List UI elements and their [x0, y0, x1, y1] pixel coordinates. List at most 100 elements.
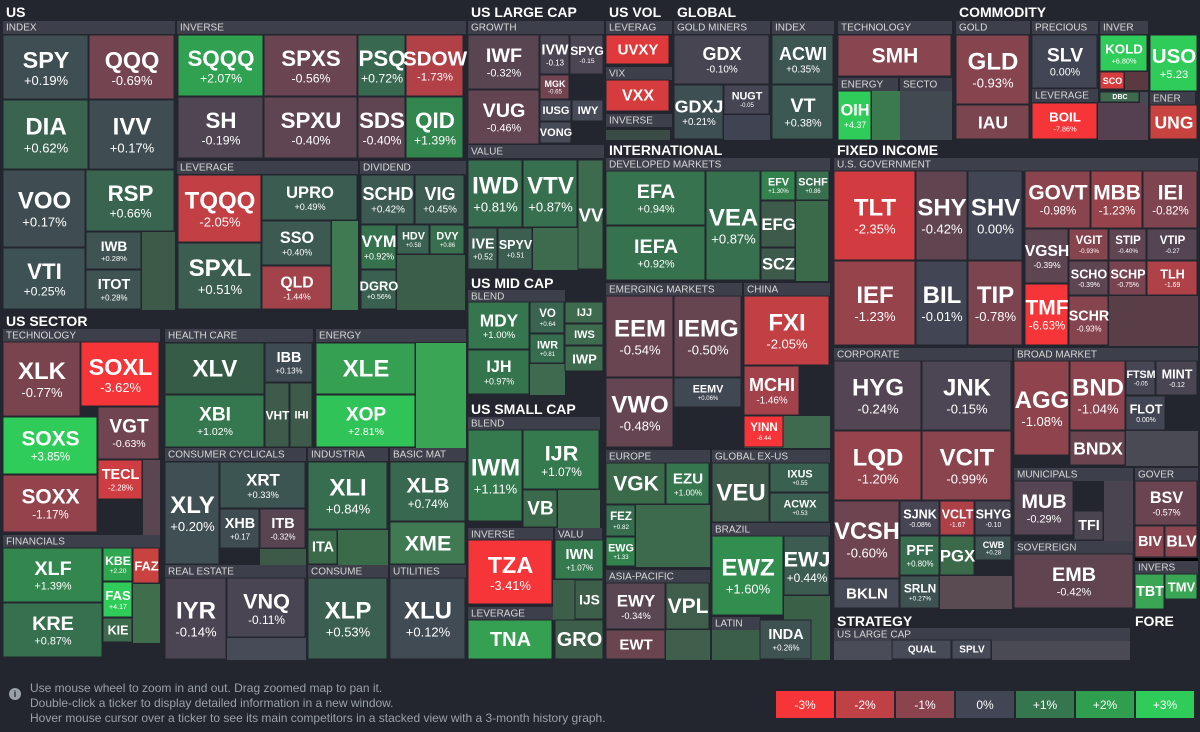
- section-label: EMERGING MARKETS: [609, 285, 715, 296]
- ticker-symbol: TLT: [854, 195, 897, 222]
- group-header-bar: [834, 140, 1198, 158]
- ticker-change: +0.21%: [682, 117, 716, 128]
- ticker-tile: [723, 84, 770, 115]
- ticker-symbol: EWT: [619, 637, 652, 654]
- ticker-tile: [315, 342, 416, 395]
- help-text: Hover mouse cursor over a ticker to see …: [30, 711, 606, 725]
- section-label-bar: [834, 348, 1012, 361]
- ticker-symbol: TMF: [1025, 297, 1068, 320]
- group-header-bar: [3, 2, 465, 20]
- ticker-tile: [605, 34, 670, 65]
- ticker-tile: [177, 242, 262, 310]
- ticker-tile: [1013, 553, 1134, 609]
- ticker-tile: [795, 170, 830, 201]
- ticker-tile: [605, 462, 666, 505]
- section-label-bar: [1014, 541, 1133, 554]
- ticker-change: -0.50%: [687, 343, 729, 358]
- ticker-change: +0.17%: [22, 215, 67, 230]
- group-header-bar: [606, 2, 672, 20]
- ticker-tile: [899, 500, 940, 536]
- ticker-symbol: SCZ: [762, 256, 795, 274]
- ticker-change: +0.84%: [326, 502, 371, 517]
- ticker-symbol: SHYG: [976, 507, 1012, 521]
- filler-tile: [796, 201, 828, 281]
- ticker-tile: [1068, 228, 1109, 261]
- ticker-change: -0.11%: [248, 613, 285, 627]
- ticker-tile: [177, 174, 262, 243]
- ticker-symbol: FXI: [768, 310, 805, 337]
- group-header-bar: [468, 2, 604, 20]
- ticker-symbol: EFG: [761, 215, 795, 234]
- ticker-symbol: ITB: [271, 516, 294, 532]
- filler-tile: [397, 255, 465, 310]
- ticker-tile: [605, 504, 636, 537]
- ticker-tile: [673, 84, 724, 140]
- ticker-tile: [1024, 228, 1069, 284]
- ticker-change: -1.73%: [417, 71, 453, 83]
- ticker-symbol: EWJ: [784, 546, 831, 571]
- filler-tile: [1109, 296, 1198, 346]
- ticker-change: +0.74%: [408, 497, 449, 511]
- ticker-tile: [164, 342, 265, 395]
- group-header-bar: [606, 140, 832, 158]
- ticker-symbol: SPXU: [281, 108, 342, 133]
- ticker-change: -0.42%: [921, 222, 963, 237]
- ticker-symbol: SRLN: [904, 582, 936, 596]
- ticker-tile: [833, 360, 922, 431]
- ticker-change: +6.80%: [1112, 56, 1137, 65]
- ticker-tile: [529, 333, 565, 364]
- filler-tile: [533, 228, 578, 270]
- ticker-tile: [837, 90, 872, 141]
- ticker-change: -0.93%: [1079, 248, 1099, 255]
- section-label: INDUSTRIA: [311, 450, 365, 461]
- ticker-change: +4.37: [844, 120, 867, 130]
- ticker-tile: [2, 474, 98, 533]
- ticker-tile: [2, 602, 103, 658]
- section-label-bar: [360, 161, 466, 174]
- ticker-symbol: IWM: [471, 455, 520, 482]
- ticker-change: +0.17: [230, 532, 250, 541]
- ticker-tile: [263, 96, 358, 159]
- filler-tile: [416, 343, 466, 448]
- ticker-tile: [80, 341, 160, 407]
- ticker-tile: [539, 121, 572, 144]
- ticker-tile: [261, 174, 358, 221]
- ticker-tile: [102, 617, 133, 643]
- ticker-symbol: YINN: [750, 422, 777, 434]
- ticker-symbol: SMH: [872, 45, 919, 68]
- ticker-tile: [2, 247, 86, 310]
- ticker-symbol: UNG: [1155, 113, 1194, 133]
- ticker-symbol: SDOW: [403, 48, 468, 71]
- ticker-symbol: VUG: [483, 100, 526, 122]
- ticker-tile: [219, 461, 306, 509]
- section-label-bar: [744, 283, 830, 296]
- ticker-tile: [1090, 170, 1143, 229]
- section-label: LEVERAGE: [180, 163, 234, 174]
- ticker-change: -0.78%: [975, 309, 1017, 324]
- ticker-tile: [554, 619, 604, 660]
- filler-tile: [530, 364, 565, 395]
- ticker-tile: [569, 34, 604, 75]
- ticker-tile: [605, 582, 666, 630]
- ticker-symbol: SLV: [1047, 45, 1083, 67]
- ticker-change: -0.54%: [619, 343, 661, 358]
- ticker-change: +0.72%: [361, 71, 403, 85]
- ticker-tile: [833, 500, 900, 579]
- filler-tile: [1104, 481, 1133, 541]
- section-label-bar: [177, 21, 466, 34]
- section-label-bar: [674, 21, 770, 34]
- ticker-tile: [577, 159, 604, 270]
- ticker-symbol: IEI: [1158, 182, 1184, 205]
- ticker-symbol: VHT: [266, 409, 291, 423]
- ticker-symbol: OIH: [841, 102, 870, 120]
- ticker-tile: [921, 430, 1012, 501]
- section-label: LEVERAG: [609, 23, 656, 34]
- ticker-change: -2.05%: [766, 337, 808, 352]
- ticker-symbol: FLOT: [1130, 402, 1163, 416]
- filler-tile: [1140, 92, 1148, 112]
- ticker-change: -0.39%: [1078, 282, 1100, 289]
- section-label: REAL ESTATE: [168, 567, 234, 578]
- ticker-tile: [833, 260, 916, 346]
- ticker-tile: [833, 170, 916, 261]
- ticker-tile: [711, 462, 770, 523]
